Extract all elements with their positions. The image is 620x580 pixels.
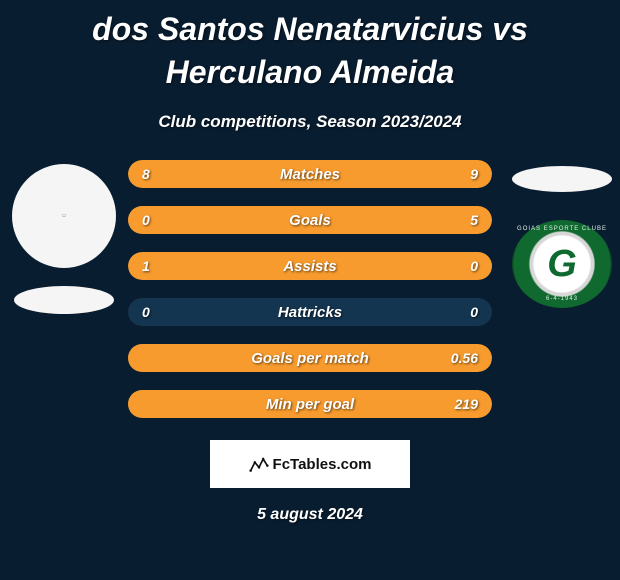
stat-bars: 89Matches 05Goals 10Assists 00Hattricks 0.56… (120, 160, 500, 418)
stat-label: Min per goal (128, 396, 492, 413)
stat-row: 10Assists (128, 252, 492, 280)
stat-row: 0.56Goals per match (128, 344, 492, 372)
stat-row: 89Matches (128, 160, 492, 188)
stat-row: 00Hattricks (128, 298, 492, 326)
date-text: 5 august 2024 (0, 506, 620, 524)
comparison-panel: ▫ 89Matches 05Goals 10Assists 00Hattricks 0.… (0, 160, 620, 418)
right-player-avatar-placeholder (512, 166, 612, 192)
page-title: dos Santos Nenatarvicius vs Herculano Al… (0, 0, 620, 94)
left-club-badge-placeholder (14, 286, 114, 314)
avatar-placeholder-icon: ▫ (62, 210, 66, 222)
badge-bottom-text: 6-4-1943 (512, 296, 612, 302)
stat-row: 05Goals (128, 206, 492, 234)
stat-label: Assists (128, 258, 492, 275)
stat-row: 219Min per goal (128, 390, 492, 418)
stat-label: Matches (128, 166, 492, 183)
left-player-avatar: ▫ (12, 164, 116, 268)
stat-label: Goals (128, 212, 492, 229)
footer-brand-text: FcTables.com (273, 456, 372, 473)
left-player-column: ▫ (0, 160, 120, 314)
badge-top-text: GOIAS ESPORTE CLUBE (512, 226, 612, 232)
stat-label: Hattricks (128, 304, 492, 321)
footer-brand-box: FcTables.com (210, 440, 410, 488)
subtitle: Club competitions, Season 2023/2024 (0, 112, 620, 132)
right-player-column: GOIAS ESPORTE CLUBE G 6-4-1943 (500, 160, 620, 308)
stat-label: Goals per match (128, 350, 492, 367)
badge-letter: G (547, 243, 577, 286)
chart-icon (249, 454, 269, 474)
right-club-badge: GOIAS ESPORTE CLUBE G 6-4-1943 (512, 220, 612, 308)
